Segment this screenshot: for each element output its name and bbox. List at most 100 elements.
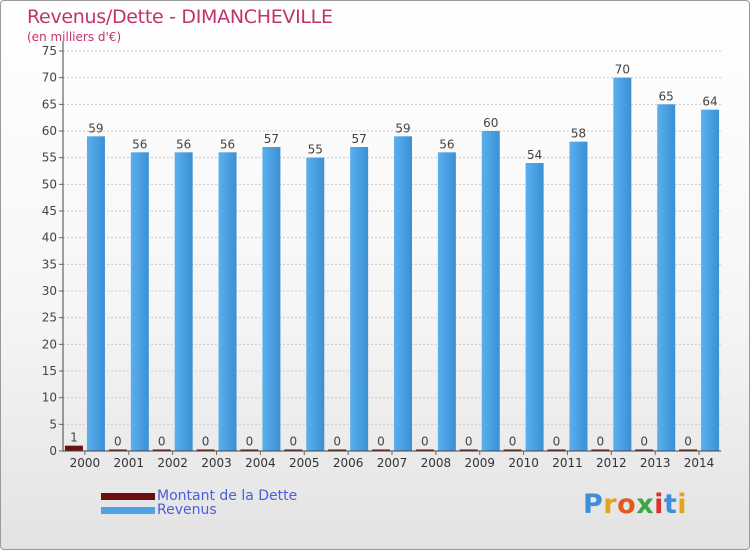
- x-tick-label: 2012: [596, 456, 627, 470]
- chart-title: Revenus/Dette - DIMANCHEVILLE: [27, 6, 333, 28]
- y-tick-label: 75: [42, 44, 57, 58]
- bar-revenus: [569, 141, 588, 451]
- x-tick-label: 2004: [245, 456, 276, 470]
- bar-revenus: [130, 152, 149, 452]
- bar-revenus: [481, 131, 500, 451]
- y-tick-label: 45: [42, 204, 57, 218]
- bar-dette: [328, 449, 347, 451]
- y-tick-label: 40: [42, 231, 57, 245]
- bar-label-dette: 0: [553, 435, 561, 449]
- y-tick-label: 60: [42, 124, 57, 138]
- bar-label-dette: 0: [158, 435, 166, 449]
- bar-dette: [679, 449, 698, 451]
- bar-label-revenus: 57: [264, 132, 279, 146]
- x-tick-label: 2008: [421, 456, 452, 470]
- bar-label-dette: 0: [377, 435, 385, 449]
- bar-dette: [240, 449, 259, 451]
- proxiti-logo: Proxiti: [583, 489, 687, 520]
- grid: [63, 50, 721, 452]
- x-tick-label: 2014: [684, 456, 715, 470]
- bar-label-dette: 0: [509, 435, 517, 449]
- y-tick-label: 35: [42, 257, 57, 271]
- logo-letter: i: [654, 489, 664, 520]
- legend-label-revenus: Revenus: [157, 502, 217, 518]
- x-tick-label: 2011: [552, 456, 583, 470]
- x-tick-label: 2003: [201, 456, 232, 470]
- y-tick-label: 30: [42, 284, 57, 298]
- bar-label-dette: 0: [202, 435, 210, 449]
- bar-dette: [591, 449, 610, 451]
- bar-dette: [635, 449, 654, 451]
- bar-label-dette: 0: [684, 435, 692, 449]
- bar-label-revenus: 70: [615, 63, 630, 77]
- bar-dette: [459, 449, 478, 451]
- x-tick-label: 2000: [70, 456, 101, 470]
- y-tick-label: 15: [42, 364, 57, 378]
- y-tick-label: 0: [49, 444, 57, 458]
- chart-subtitle: (en milliers d'€): [27, 30, 122, 44]
- bar-dette: [284, 449, 303, 451]
- bar-revenus: [174, 152, 193, 452]
- y-tick-label: 65: [42, 97, 57, 111]
- bar-label-revenus: 64: [702, 95, 717, 109]
- bar-dette: [152, 449, 171, 451]
- y-tick-label: 25: [42, 311, 57, 325]
- bar-label-dette: 0: [114, 435, 122, 449]
- legend-swatch-dette: [101, 492, 155, 500]
- legend-item-revenus: Revenus: [101, 503, 217, 517]
- bar-revenus: [437, 152, 456, 452]
- bar-revenus: [306, 157, 325, 451]
- x-tick-label: 2006: [333, 456, 364, 470]
- bar-label-revenus: 56: [176, 137, 191, 151]
- bar-label-dette: 0: [640, 435, 648, 449]
- bar-dette: [547, 449, 566, 451]
- legend-label-dette: Montant de la Dette: [157, 488, 298, 504]
- bar-label-revenus: 60: [483, 116, 498, 130]
- logo-letter: x: [636, 489, 655, 520]
- bar-label-revenus: 54: [527, 148, 542, 162]
- legend-item-dette: Montant de la Dette: [101, 489, 297, 503]
- bar-label-revenus: 59: [395, 121, 410, 135]
- x-tick-label: 2009: [464, 456, 495, 470]
- bar-label-revenus: 56: [439, 137, 454, 151]
- logo-letter: r: [603, 489, 618, 520]
- legend-swatch-revenus: [101, 506, 155, 514]
- y-tick-label: 55: [42, 151, 57, 165]
- logo-letter: i: [677, 489, 688, 520]
- bar-dette: [372, 449, 390, 451]
- y-tick-label: 5: [49, 417, 57, 431]
- bar-label-revenus: 65: [659, 89, 674, 103]
- bar-dette: [64, 445, 83, 451]
- bar-dette: [196, 449, 215, 451]
- bar-label-revenus: 55: [308, 143, 323, 157]
- x-tick-label: 2013: [640, 456, 671, 470]
- x-tick-label: 2001: [114, 456, 145, 470]
- y-tick-label: 70: [42, 71, 57, 85]
- x-tick-label: 2002: [157, 456, 188, 470]
- bar-revenus: [86, 136, 105, 452]
- y-tick-label: 50: [42, 177, 57, 191]
- bar-dette: [415, 449, 434, 451]
- bar-revenus: [218, 152, 237, 452]
- logo-letter: o: [617, 489, 637, 520]
- bar-label-dette: 0: [289, 435, 297, 449]
- bar-revenus: [394, 136, 412, 452]
- bar-label-dette: 0: [421, 435, 429, 449]
- bar-label-dette: 0: [246, 435, 254, 449]
- bar-label-dette: 1: [70, 431, 78, 445]
- logo-letter: P: [583, 489, 604, 520]
- y-tick-label: 20: [42, 337, 57, 351]
- bars: 1 59 0 56 0 56 0 56 0 57 0 55 0 57 0 59 0 56 0 60 0 54 0 58 0 70 0…: [64, 63, 720, 452]
- bar-revenus: [525, 163, 544, 451]
- bar-dette: [503, 449, 522, 451]
- bar-label-revenus: 58: [571, 127, 586, 141]
- bar-dette: [108, 449, 127, 451]
- bar-label-revenus: 57: [351, 132, 366, 146]
- x-tick-label: 2010: [508, 456, 539, 470]
- y-tick-label: 10: [42, 391, 57, 405]
- bar-label-dette: 0: [465, 435, 473, 449]
- logo-letter: t: [663, 489, 678, 520]
- bar-label-dette: 0: [597, 435, 605, 449]
